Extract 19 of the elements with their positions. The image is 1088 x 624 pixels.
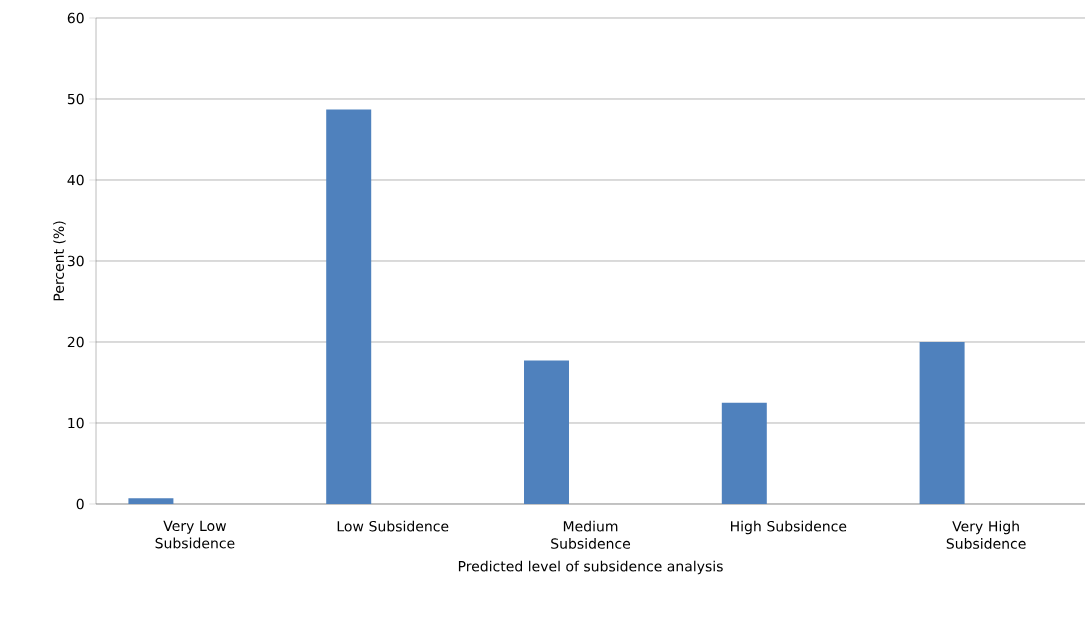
y-axis-title: Percent (%) (53, 221, 66, 301)
y-tick-label: 0 (76, 498, 84, 510)
bar (326, 109, 372, 504)
y-tick-label: 40 (67, 174, 84, 186)
x-tick-label: Medium Subsidence (551, 520, 631, 549)
y-tick-label: 50 (67, 93, 84, 105)
bar (128, 498, 174, 504)
x-axis-title: Predicted level of subsidence analysis (458, 560, 723, 575)
x-tick-label: Very High Subsidence (946, 520, 1026, 549)
bar (524, 360, 570, 504)
y-tick-label: 60 (67, 12, 84, 24)
bar (721, 402, 767, 504)
x-tick-label: Very Low Subsidence (155, 520, 235, 549)
x-tick-label: High Subsidence (731, 520, 847, 535)
y-tick-label: 20 (67, 336, 84, 348)
x-tick-label: Low Subsidence (337, 520, 449, 532)
y-tick-label: 30 (67, 255, 84, 267)
bar (919, 341, 965, 504)
y-tick-label: 10 (68, 417, 84, 429)
